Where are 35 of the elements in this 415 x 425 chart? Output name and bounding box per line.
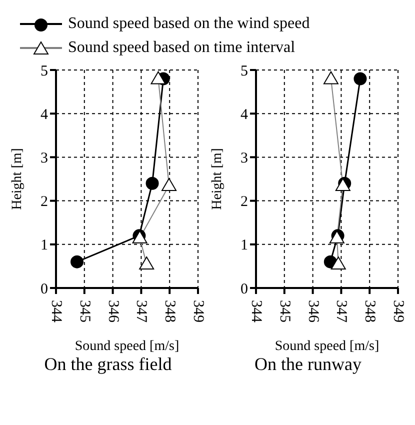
- text: On the runway: [254, 354, 362, 375]
- y-tick-label: 3: [240, 150, 248, 167]
- y-tick-label: 2: [240, 194, 248, 210]
- y-tick-label: 5: [40, 63, 48, 80]
- y-axis-title: Height [m]: [210, 148, 225, 210]
- y-tick-label: 1: [240, 238, 248, 254]
- point: [70, 255, 84, 268]
- x-tick-label: 349: [390, 300, 406, 322]
- y-tick-label: 5: [240, 63, 248, 80]
- text: On the grass field: [44, 354, 172, 375]
- legend-label: Sound speed based on time interval: [68, 39, 296, 57]
- legend-label: Sound speed based on the wind speed: [68, 15, 310, 33]
- x-tick-label: 346: [104, 300, 121, 323]
- x-tick-label: 345: [76, 300, 92, 322]
- y-tick-label: 4: [240, 106, 248, 123]
- y-tick-label: 0: [240, 281, 248, 298]
- x-tick-label: 348: [362, 300, 378, 322]
- y-tick-label: 4: [40, 106, 48, 123]
- x-tick-label: 348: [162, 300, 178, 322]
- x-tick-label: 347: [133, 300, 150, 323]
- x-tick-label: 347: [333, 300, 350, 323]
- x-tick-label: 344: [248, 300, 264, 323]
- y-tick-label: 2: [40, 194, 48, 210]
- point: [354, 72, 367, 86]
- x-tick-label: 349: [190, 300, 206, 322]
- point: [146, 176, 159, 190]
- y-tick-label: 1: [40, 238, 48, 254]
- x-axis-title: Sound speed [m/s]: [74, 339, 180, 354]
- y-axis-title: Height [m]: [10, 148, 25, 210]
- x-axis-title: Sound speed [m/s]: [274, 339, 380, 354]
- y-tick-label: 3: [40, 150, 48, 167]
- x-tick-label: 346: [304, 300, 321, 323]
- x-tick-label: 345: [276, 300, 292, 322]
- x-tick-label: 344: [48, 300, 64, 323]
- y-tick-label: 0: [40, 281, 48, 298]
